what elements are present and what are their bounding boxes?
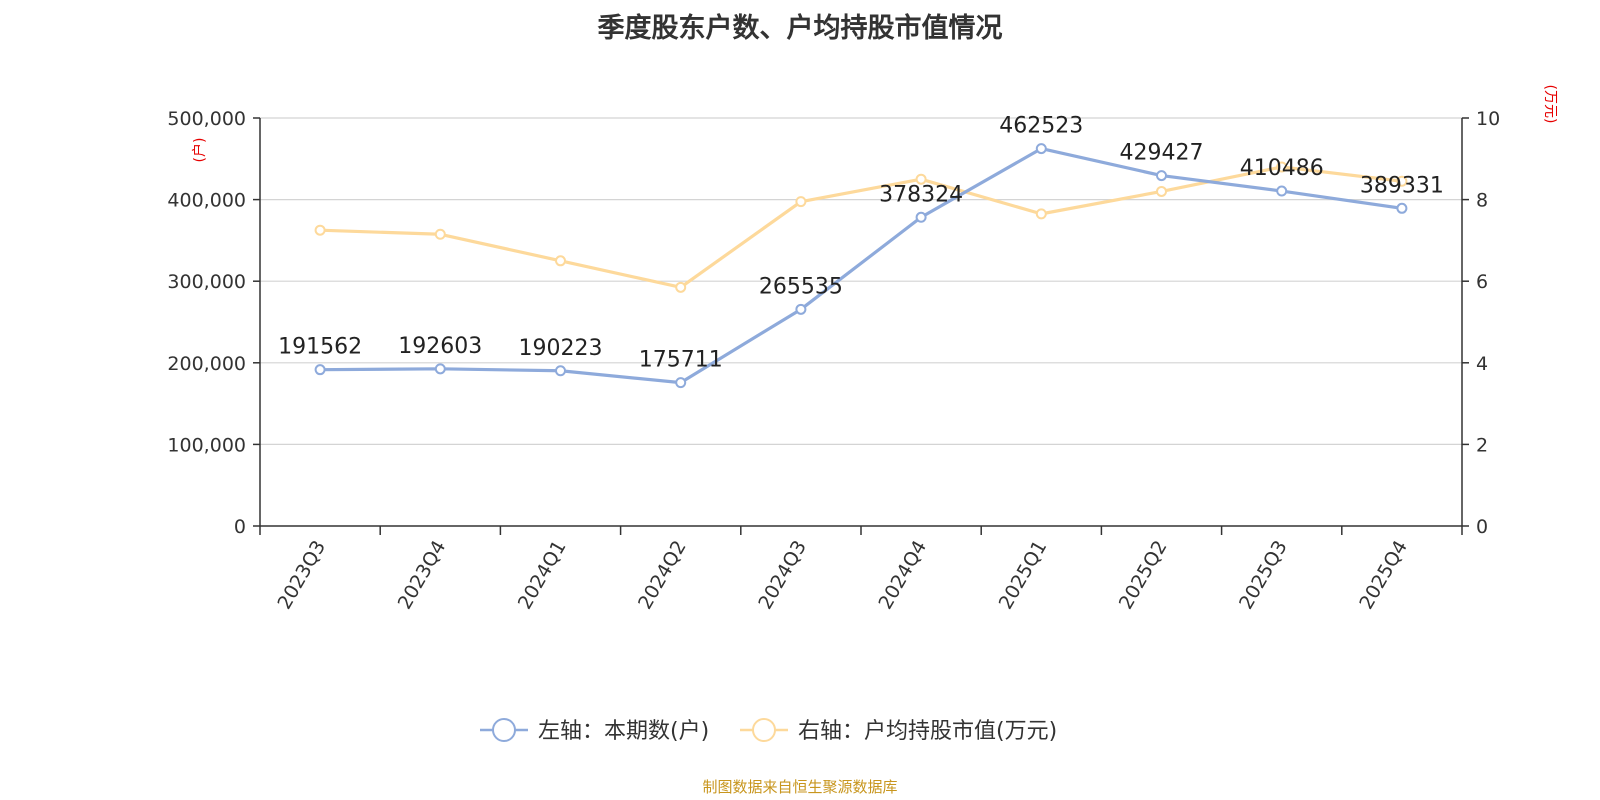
series-1-point [675,281,687,293]
left-axis-tick-label: 100,000 [167,434,246,456]
series-0-point [555,365,566,377]
series-1-point [1035,208,1047,220]
legend-label: 左轴：本期数(户) [538,719,709,744]
right-axis-tick-label: 4 [1476,353,1488,375]
series-0-point [1156,170,1167,182]
x-axis-category-label: 2024Q3 [754,537,811,613]
series-1-point [795,196,807,208]
series-0-point [434,363,446,375]
series-line-1 [320,165,1403,289]
right-axis-tick-label: 6 [1476,271,1488,293]
x-axis-category-label: 2025Q4 [1355,537,1412,613]
x-axis-category-label: 2024Q4 [874,537,931,613]
left-axis-tick-label: 400,000 [167,190,246,212]
series-1-point [434,228,446,240]
left-axis-tick-label: 500,000 [167,108,246,130]
series-1-point [314,224,326,236]
data-label: 192603 [398,334,482,359]
series-1-point [555,255,566,267]
data-label: 191562 [278,335,362,360]
data-source-note: 制图数据来自恒生聚源数据库 [702,778,898,796]
legend-swatch-marker [492,718,516,742]
data-label: 389331 [1360,173,1444,198]
chart-title: 季度股东户数、户均持股市值情况 [597,13,1003,44]
left-axis-tick-label: 300,000 [167,271,246,293]
data-label: 410486 [1240,156,1324,181]
x-axis-category-label: 2024Q1 [514,537,571,613]
right-axis-tick-label: 8 [1476,190,1488,212]
series-1-point [1276,161,1288,173]
right-axis-tick-label: 0 [1476,516,1488,538]
right-axis-tick-label: 2 [1476,434,1488,456]
left-axis-tick-label: 200,000 [167,353,246,375]
series-0-point [314,364,326,376]
left-axis-tick-label: 0 [234,516,246,538]
x-axis-category-label: 2023Q4 [394,537,451,613]
series-0-point [915,211,927,223]
series-0-point [675,377,687,389]
series-line-0 [320,146,1403,385]
x-axis-category-label: 2024Q2 [634,537,691,613]
data-label: 429427 [1120,141,1204,166]
left-axis-unit: (户) [191,138,208,163]
series-1-point [915,173,927,185]
x-axis-category-label: 2025Q3 [1235,537,1292,613]
legend-swatch-marker [752,718,776,742]
series-1-point [1396,175,1408,187]
right-axis-unit: (万元) [1542,85,1558,124]
data-label: 462523 [999,114,1083,139]
x-axis-category-label: 2023Q3 [273,537,330,613]
data-label: 190223 [519,336,603,361]
right-axis-tick-label: 10 [1476,108,1500,130]
series-0-point [1276,185,1288,197]
data-label: 378324 [879,182,963,207]
x-axis-category-label: 2025Q2 [1115,537,1172,613]
series-1-point [1156,185,1167,197]
legend-label: 右轴：户均持股市值(万元) [798,719,1057,744]
data-label: 175711 [639,348,723,373]
series-0-point [795,303,807,315]
data-label: 265535 [759,274,843,299]
series-0-point [1396,202,1408,214]
x-axis-category-label: 2025Q1 [995,537,1052,613]
series-0-point [1035,143,1047,155]
